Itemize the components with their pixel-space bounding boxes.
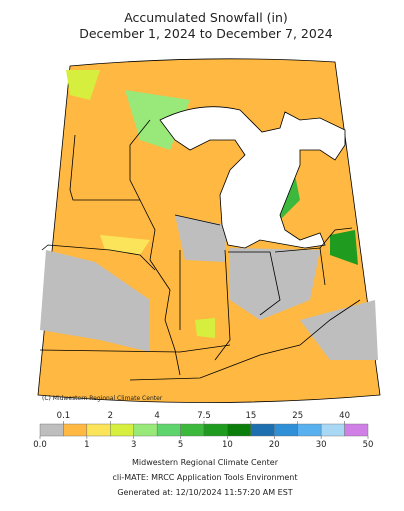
- legend-swatch: [227, 423, 252, 437]
- legend-label: 7.5: [197, 411, 211, 421]
- legend-label: 20: [269, 440, 280, 450]
- legend-swatch: [133, 423, 158, 437]
- legend-label: 10: [222, 440, 233, 450]
- snow-area: [195, 318, 215, 338]
- legend-label: 0.0: [33, 440, 47, 450]
- legend-swatch: [274, 423, 298, 437]
- map-credit: (C) Midwestern Regional Climate Center: [42, 395, 163, 402]
- legend-label: 0.1: [57, 411, 71, 421]
- footer-line: Generated at: 12/10/2024 11:57:20 AM EST: [117, 488, 292, 497]
- legend-swatch: [203, 423, 228, 437]
- subtitle: December 1, 2024 to December 7, 2024: [79, 26, 333, 41]
- legend-swatch: [110, 423, 134, 437]
- footer: Midwestern Regional Climate Center cli-MA…: [112, 458, 297, 497]
- legend-swatch: [39, 423, 64, 437]
- no-snow-area: [175, 215, 225, 262]
- legend-swatch: [320, 423, 345, 437]
- legend-label: 5: [178, 440, 183, 450]
- legend-label: 25: [292, 411, 303, 421]
- snow-area: [330, 230, 358, 265]
- legend-label: 15: [245, 411, 256, 421]
- legend-swatch: [156, 423, 181, 437]
- legend-label: 40: [339, 411, 350, 421]
- legend-label: 1: [84, 440, 89, 450]
- no-snow-area: [40, 250, 150, 352]
- legend-label: 2: [108, 411, 113, 421]
- no-snow-area: [230, 248, 320, 320]
- snow-area: [100, 235, 150, 255]
- color-legend: 0.0 0.1 1 2 3 4 5 7.5 10 15 20 25 30 40 50: [33, 411, 373, 450]
- title: Accumulated Snowfall (in): [124, 10, 288, 25]
- legend-label: 3: [131, 440, 136, 450]
- state-lines: [39, 119, 361, 381]
- great-lakes: [159, 106, 346, 249]
- legend-swatch: [180, 423, 205, 437]
- legend-label: 30: [316, 440, 327, 450]
- snow-area: [66, 70, 100, 100]
- map: (C) Midwestern Regional Climate Center: [37, 58, 381, 403]
- footer-line: Midwestern Regional Climate Center: [132, 458, 279, 467]
- legend-swatch: [86, 423, 111, 437]
- no-snow-area: [300, 300, 378, 360]
- footer-line: cli-MATE: MRCC Application Tools Environ…: [112, 473, 297, 482]
- legend-swatch: [250, 423, 275, 437]
- legend-swatch: [63, 423, 88, 437]
- legend-swatch: [297, 423, 322, 437]
- legend-label: 50: [363, 440, 374, 450]
- legend-label: 4: [154, 411, 159, 421]
- legend-swatch: [344, 423, 369, 437]
